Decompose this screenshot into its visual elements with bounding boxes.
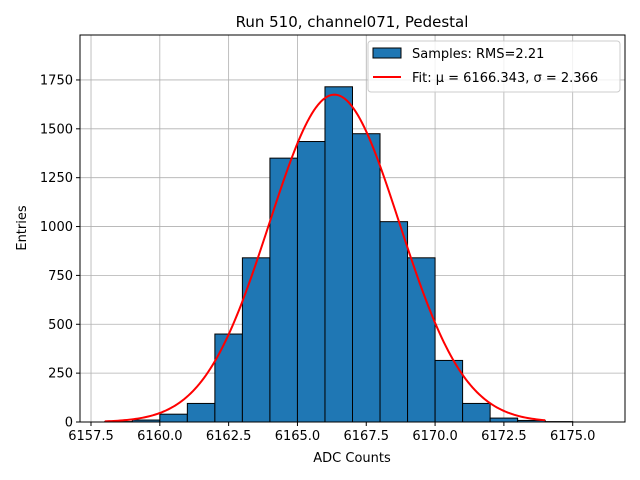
y-axis-label: Entries [15,205,30,251]
legend-label-fit: Fit: μ = 6166.343, σ = 2.366 [412,71,598,86]
histogram-bar [241,257,271,423]
x-tick-label: 6157.5 [68,429,114,444]
x-tick-label: 6165.0 [275,429,321,444]
y-tick-label: 1750 [40,73,73,88]
y-tick-label: 0 [65,416,73,431]
histogram-bars [104,86,574,423]
y-tick-label: 250 [48,367,73,382]
y-tick-label: 1000 [40,220,73,235]
y-tick-label: 500 [48,318,73,333]
legend: Samples: RMS=2.21 Fit: μ = 6166.343, σ =… [367,40,621,93]
legend-label-samples: Samples: RMS=2.21 [412,47,544,62]
histogram-bar [214,333,243,423]
y-axis-ticks: 0 250 500 750 1000 1250 1500 1750 [40,73,80,431]
x-tick-label: 6175.0 [550,429,596,444]
x-tick-label: 6170.0 [412,429,458,444]
histogram-bar [186,402,216,423]
plot-frame [79,34,626,423]
x-tick-label: 6167.5 [344,429,390,444]
histogram-bar [159,413,188,423]
x-axis-ticks: 6157.5 6160.0 6162.5 6165.0 6167.5 6170.0 6172… [68,422,595,444]
fit-curve-layer [104,93,546,423]
legend-swatch-samples [372,47,402,59]
y-tick-label: 1250 [40,171,73,186]
x-tick-label: 6160.0 [137,429,183,444]
gaussian-fit-curve [104,93,546,423]
histogram-bar [407,257,436,423]
x-tick-label: 6162.5 [206,429,252,444]
histogram-bar [352,133,381,423]
histogram-bar [269,157,298,423]
y-tick-label: 750 [48,269,73,284]
histogram-bar [434,359,464,423]
chart-title: Run 510, channel071, Pedestal [236,13,469,31]
histogram-bar [489,417,519,423]
y-tick-label: 1500 [40,122,73,137]
x-axis-label: ADC Counts [313,451,391,466]
histogram-bar [462,402,491,423]
legend-box [367,40,621,93]
x-tick-label: 6172.5 [481,429,527,444]
histogram-bar [296,141,326,423]
histogram-bar [379,221,409,423]
histogram-bar [324,86,354,423]
